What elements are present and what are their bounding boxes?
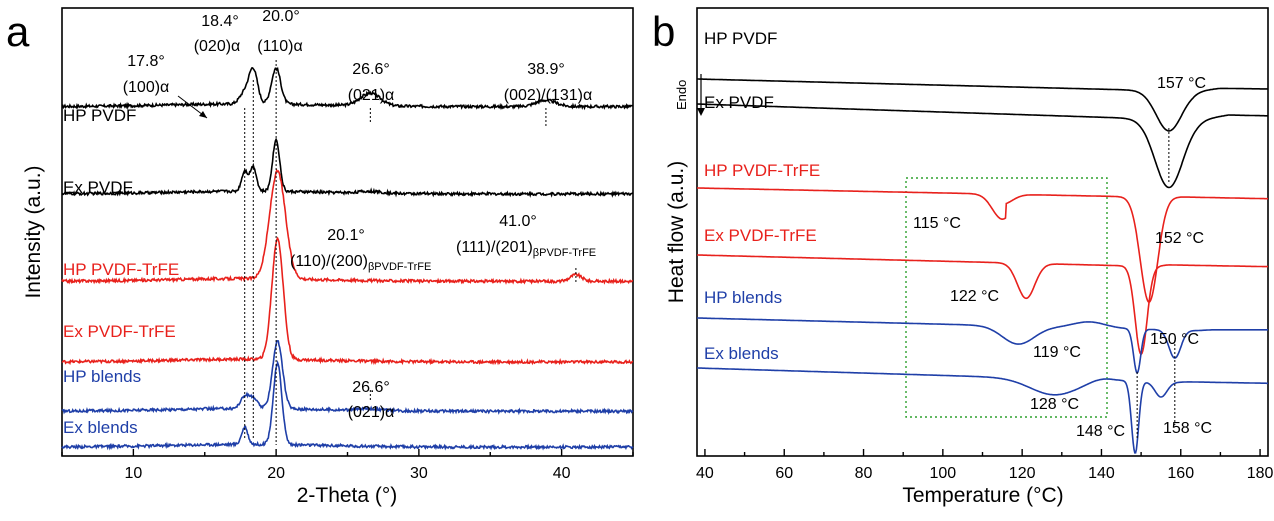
panel-a-guides: [244, 60, 577, 445]
endo-arrowhead: [697, 108, 705, 116]
annotation-17-8-deg: 17.8°: [127, 53, 165, 70]
series-line-b: [697, 254, 1268, 356]
annotation-128c: 128 °C: [1030, 396, 1079, 413]
annotation-arrowhead: [199, 111, 207, 118]
annotation-110-200-beta: (110)/(200)βPVDF-TrFE: [290, 253, 431, 273]
annotation-002-131-alpha: (002)/(131)α: [504, 87, 592, 104]
panel-a-y-axis-title: Intensity (a.u.): [22, 165, 45, 298]
x-tick-label-b: 160: [1167, 465, 1194, 482]
series-label-ex-blends: Ex blends: [63, 418, 138, 437]
series-label-b-hp-pvdf-trfe: HP PVDF-TrFE: [704, 161, 820, 180]
series-label-b-ex-blends: Ex blends: [704, 344, 779, 363]
annotation-20-0-deg: 20.0°: [262, 8, 300, 25]
panel-b-y-axis-title: Heat flow (a.u.): [665, 161, 688, 303]
panel-a-curves: [61, 66, 634, 451]
series-line-a: [61, 168, 634, 285]
annotation-111-201-beta: (111)/(201)βPVDF-TrFE: [456, 239, 596, 259]
panel-b-curves: [697, 78, 1269, 454]
series-line-b: [697, 78, 1269, 132]
x-tick-label-b: 60: [775, 465, 793, 482]
x-tick-label-b: 180: [1247, 465, 1274, 482]
highlight-box: [905, 177, 1108, 418]
series-label-hp-blends: HP blends: [63, 367, 141, 386]
annotation-41-0-deg: 41.0°: [499, 213, 537, 230]
annotation-122c: 122 °C: [950, 288, 999, 305]
x-tick-label-a: 40: [553, 465, 571, 482]
series-label-hp-pvdf: HP PVDF: [63, 106, 136, 125]
annotation-157c: 157 °C: [1157, 75, 1206, 92]
series-label-hp-pvdf-trfe: HP PVDF-TrFE: [63, 260, 179, 279]
panel-a-x-ticks: 10 20 30 40: [61, 449, 634, 482]
endo-label: Endo: [674, 80, 689, 110]
annotation-158c: 158 °C: [1163, 420, 1212, 437]
annotation-100-alpha: (100)α: [123, 79, 170, 96]
annotation-020-alpha: (020)α: [194, 38, 241, 55]
series-line-b: [697, 187, 1268, 303]
series-label-b-ex-pvdf-trfe: Ex PVDF-TrFE: [704, 226, 817, 245]
panel-a-label: a: [6, 8, 30, 55]
panel-a-x-axis-title: 2-Theta (°): [297, 484, 398, 507]
annotation-110-alpha: (110)α: [257, 38, 302, 55]
series-label-b-ex-pvdf: Ex PVDF: [704, 93, 774, 112]
series-line-b: [697, 103, 1268, 189]
series-label-b-hp-pvdf: HP PVDF: [704, 29, 777, 48]
annotation-115c: 115 °C: [913, 215, 961, 232]
panel-b-x-axis-title: Temperature (°C): [902, 484, 1063, 507]
annotation-38-9-deg: 38.9°: [527, 61, 565, 78]
series-line-a: [61, 137, 634, 198]
annotation-18-4-deg: 18.4°: [201, 13, 239, 30]
annotation-021-alpha: (021)α: [348, 87, 395, 104]
panel-b-x-ticks: 40 60 80 100 120 140 160 180: [696, 449, 1274, 482]
annotation-20-1-deg: 20.1°: [327, 227, 365, 244]
series-label-b-hp-blends: HP blends: [704, 288, 782, 307]
x-tick-label-b: 100: [929, 465, 956, 482]
series-line-a: [61, 360, 634, 451]
series-line-b: [697, 367, 1268, 454]
x-tick-label-a: 20: [267, 465, 285, 482]
x-tick-label-b: 120: [1009, 465, 1036, 482]
annotation-26-6-deg-blends: 26.6°: [352, 379, 390, 396]
annotation-021-alpha-blends: (021)α: [348, 404, 395, 421]
x-tick-label-a: 30: [410, 465, 428, 482]
series-line-b: [697, 317, 1268, 375]
annotation-152c: 152 °C: [1155, 230, 1204, 247]
x-tick-label-b: 80: [855, 465, 873, 482]
panel-b-label: b: [652, 8, 675, 55]
annotation-26-6-deg: 26.6°: [352, 61, 390, 78]
series-label-ex-pvdf-trfe: Ex PVDF-TrFE: [63, 322, 176, 341]
series-line-a: [61, 339, 634, 416]
annotation-119c: 119 °C: [1033, 344, 1081, 361]
x-tick-label-a: 10: [124, 465, 142, 482]
annotation-150c: 150 °C: [1150, 331, 1199, 348]
x-tick-label-b: 140: [1088, 465, 1115, 482]
series-label-ex-pvdf: Ex PVDF: [63, 178, 133, 197]
x-tick-label-b: 40: [696, 465, 714, 482]
annotation-148c: 148 °C: [1076, 423, 1125, 440]
series-line-a: [61, 236, 634, 366]
series-line-a: [61, 66, 634, 111]
